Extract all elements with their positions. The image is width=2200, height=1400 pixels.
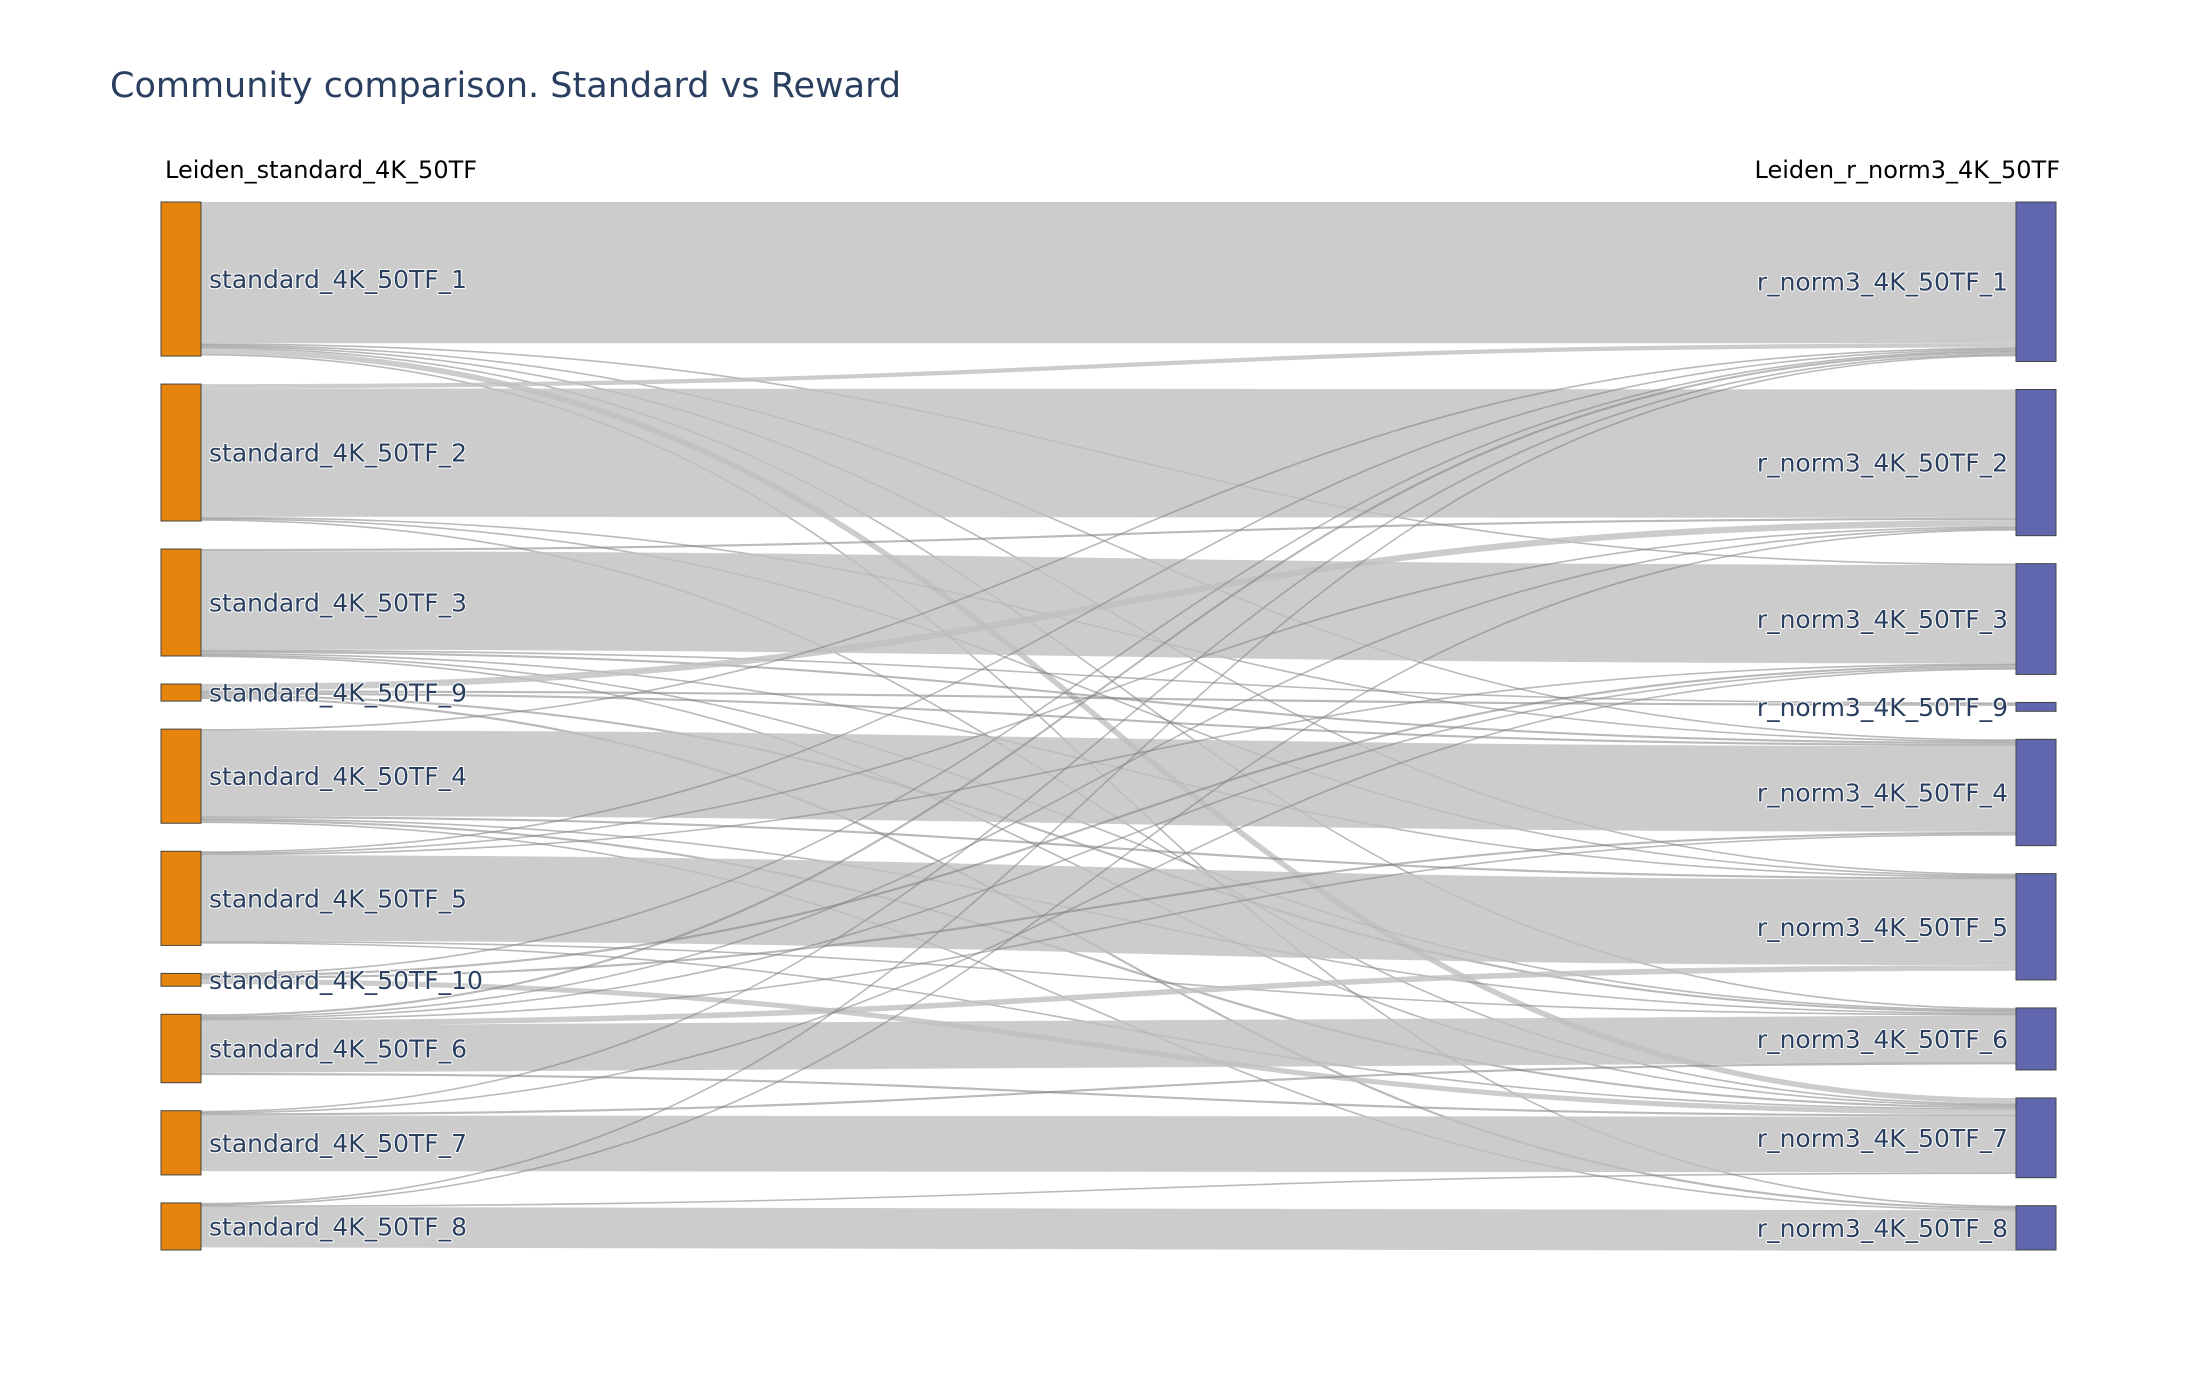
node-s5[interactable] xyxy=(160,850,202,946)
link-s8-r2[interactable] xyxy=(200,528,2017,1206)
link-s7-r6[interactable] xyxy=(200,1062,2017,1116)
link-s9-r4[interactable] xyxy=(200,692,2017,747)
link-s9-r9[interactable] xyxy=(200,690,2017,706)
node-label-s6: standard_4K_50TF_6 xyxy=(209,1034,467,1063)
link-s10-r4[interactable] xyxy=(200,831,2017,979)
nodes-layer xyxy=(160,201,2057,1251)
link-s4-r7[interactable] xyxy=(200,819,2017,1109)
link-s10-r1[interactable] xyxy=(200,350,2017,976)
node-s8[interactable] xyxy=(160,1202,202,1251)
link-s6-r6[interactable] xyxy=(200,1015,2017,1073)
link-s3-r9[interactable] xyxy=(200,649,2017,705)
right-column-title: Leiden_r_norm3_4K_50TF xyxy=(1755,156,2060,184)
link-s4-r8[interactable] xyxy=(200,821,2017,1211)
node-label-r7: r_norm3_4K_50TF_7 xyxy=(1757,1124,2008,1153)
link-s4-r1[interactable] xyxy=(200,347,2017,731)
node-s10[interactable] xyxy=(160,972,202,987)
node-r9[interactable] xyxy=(2015,701,2057,712)
link-s9-r6[interactable] xyxy=(200,694,2017,1013)
node-s3[interactable] xyxy=(160,548,202,657)
link-s8-r8[interactable] xyxy=(200,1206,2017,1252)
node-label-r3: r_norm3_4K_50TF_3 xyxy=(1757,605,2008,634)
link-s10-r3[interactable] xyxy=(200,664,2017,977)
link-s8-r1[interactable] xyxy=(200,354,2017,1205)
left-column-title: Leiden_standard_4K_50TF xyxy=(165,156,477,184)
node-r6[interactable] xyxy=(2015,1007,2057,1071)
node-s2[interactable] xyxy=(160,383,202,522)
node-label-s5: standard_4K_50TF_5 xyxy=(209,884,467,913)
link-s2-r1[interactable] xyxy=(200,343,2017,389)
link-s6-r7[interactable] xyxy=(200,1072,2017,1117)
node-s6[interactable] xyxy=(160,1013,202,1084)
link-s5-r3[interactable] xyxy=(200,663,2017,856)
link-s8-r7[interactable] xyxy=(200,1172,2017,1208)
node-label-s1: standard_4K_50TF_1 xyxy=(209,265,467,294)
link-s7-r7[interactable] xyxy=(200,1115,2017,1173)
link-s5-r2[interactable] xyxy=(200,526,2017,855)
link-s5-r1[interactable] xyxy=(200,348,2017,853)
link-s7-r3[interactable] xyxy=(200,668,2017,1114)
labels-layer: standard_4K_50TF_1 standard_4K_50TF_2stan… xyxy=(208,264,2009,1244)
node-s7[interactable] xyxy=(160,1110,202,1176)
link-s6-r3[interactable] xyxy=(200,666,2017,1020)
node-label-s8: standard_4K_50TF_8 xyxy=(209,1212,467,1241)
link-s6-r2[interactable] xyxy=(200,527,2017,1018)
link-s4-r4[interactable] xyxy=(200,730,2017,832)
link-s9-r2[interactable] xyxy=(200,520,2017,691)
node-label-s2: standard_4K_50TF_2 xyxy=(209,439,467,468)
node-label-s4: standard_4K_50TF_4 xyxy=(209,762,467,791)
node-label-s10: standard_4K_50TF_10 xyxy=(209,966,483,995)
node-r8[interactable] xyxy=(2015,1205,2057,1251)
node-label-r1: r_norm3_4K_50TF_1 xyxy=(1757,268,2008,297)
link-s6-r1[interactable] xyxy=(200,351,2017,1017)
node-label-s9: standard_4K_50TF_9 xyxy=(209,679,467,708)
link-s3-r2[interactable] xyxy=(200,517,2017,552)
node-label-r2: r_norm3_4K_50TF_2 xyxy=(1757,449,2008,478)
node-label-r9: r_norm3_4K_50TF_9 xyxy=(1757,693,2008,722)
node-label-r8: r_norm3_4K_50TF_8 xyxy=(1757,1214,2008,1243)
link-s2-r2[interactable] xyxy=(200,388,2017,518)
link-s5-r6[interactable] xyxy=(200,940,2017,1016)
node-label-r4: r_norm3_4K_50TF_4 xyxy=(1757,778,2008,807)
node-label-s7: standard_4K_50TF_7 xyxy=(209,1129,467,1158)
link-s6-r4[interactable] xyxy=(200,833,2017,1021)
node-r1[interactable] xyxy=(2015,201,2057,362)
node-label-r6: r_norm3_4K_50TF_6 xyxy=(1757,1025,2008,1054)
node-label-r5: r_norm3_4K_50TF_5 xyxy=(1757,913,2008,942)
chart-title: Community comparison. Standard vs Reward xyxy=(110,66,902,106)
links-layer xyxy=(200,201,2017,1252)
node-r4[interactable] xyxy=(2015,738,2057,847)
node-s4[interactable] xyxy=(160,728,202,824)
node-r7[interactable] xyxy=(2015,1097,2057,1179)
node-label-s3: standard_4K_50TF_3 xyxy=(209,589,467,618)
node-r5[interactable] xyxy=(2015,873,2057,981)
node-r2[interactable] xyxy=(2015,388,2057,537)
node-s1[interactable] xyxy=(160,201,202,357)
node-r3[interactable] xyxy=(2015,563,2057,675)
link-s1-r4[interactable] xyxy=(200,344,2017,741)
link-s6-r5[interactable] xyxy=(200,965,2017,1026)
link-s5-r5[interactable] xyxy=(200,855,2017,966)
link-s7-r1[interactable] xyxy=(200,353,2017,1113)
node-s9[interactable] xyxy=(160,683,202,702)
